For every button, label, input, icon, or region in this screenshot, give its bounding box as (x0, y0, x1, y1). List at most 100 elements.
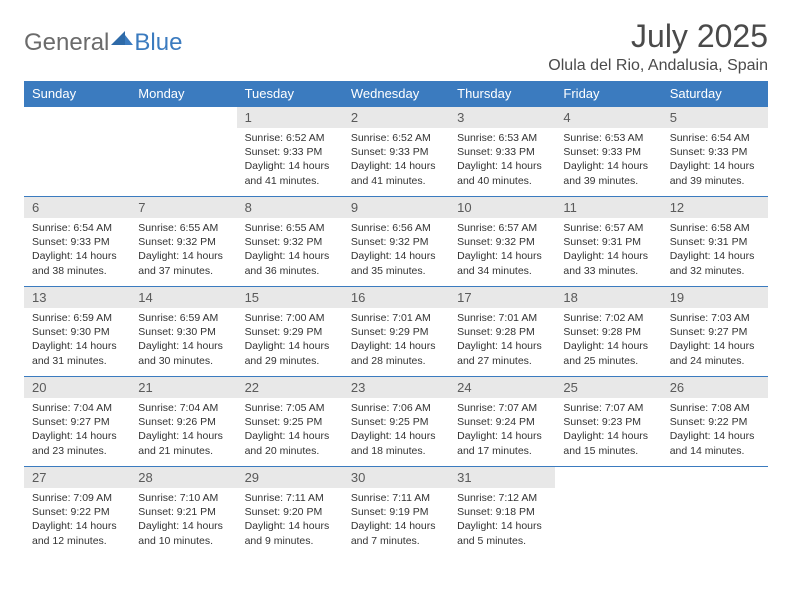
sunset-text: Sunset: 9:27 PM (32, 415, 122, 429)
day-number: 22 (237, 377, 343, 398)
sunrise-text: Sunrise: 7:03 AM (670, 311, 760, 325)
calendar-cell: 28Sunrise: 7:10 AMSunset: 9:21 PMDayligh… (130, 467, 236, 557)
daylight-text: Daylight: 14 hours and 15 minutes. (563, 429, 653, 457)
day-body: Sunrise: 7:04 AMSunset: 9:26 PMDaylight:… (130, 398, 236, 464)
day-body: Sunrise: 6:52 AMSunset: 9:33 PMDaylight:… (237, 128, 343, 194)
day-number: 31 (449, 467, 555, 488)
calendar-cell: 1Sunrise: 6:52 AMSunset: 9:33 PMDaylight… (237, 107, 343, 197)
calendar-cell: 12Sunrise: 6:58 AMSunset: 9:31 PMDayligh… (662, 197, 768, 287)
daylight-text: Daylight: 14 hours and 29 minutes. (245, 339, 335, 367)
logo: General Blue (24, 24, 182, 62)
day-body: Sunrise: 7:11 AMSunset: 9:19 PMDaylight:… (343, 488, 449, 554)
sunrise-text: Sunrise: 7:11 AM (351, 491, 441, 505)
daylight-text: Daylight: 14 hours and 35 minutes. (351, 249, 441, 277)
calendar-cell: 13Sunrise: 6:59 AMSunset: 9:30 PMDayligh… (24, 287, 130, 377)
calendar-cell: 20Sunrise: 7:04 AMSunset: 9:27 PMDayligh… (24, 377, 130, 467)
weekday-header: Saturday (662, 81, 768, 107)
sunset-text: Sunset: 9:30 PM (138, 325, 228, 339)
daylight-text: Daylight: 14 hours and 17 minutes. (457, 429, 547, 457)
calendar-week: 1Sunrise: 6:52 AMSunset: 9:33 PMDaylight… (24, 107, 768, 197)
calendar-cell: 15Sunrise: 7:00 AMSunset: 9:29 PMDayligh… (237, 287, 343, 377)
day-number: 25 (555, 377, 661, 398)
sunset-text: Sunset: 9:26 PM (138, 415, 228, 429)
daylight-text: Daylight: 14 hours and 39 minutes. (670, 159, 760, 187)
daylight-text: Daylight: 14 hours and 27 minutes. (457, 339, 547, 367)
calendar-week: 27Sunrise: 7:09 AMSunset: 9:22 PMDayligh… (24, 467, 768, 557)
day-body: Sunrise: 6:54 AMSunset: 9:33 PMDaylight:… (662, 128, 768, 194)
calendar-cell: 14Sunrise: 6:59 AMSunset: 9:30 PMDayligh… (130, 287, 236, 377)
sunset-text: Sunset: 9:33 PM (351, 145, 441, 159)
daylight-text: Daylight: 14 hours and 21 minutes. (138, 429, 228, 457)
page: General Blue July 2025 Olula del Rio, An… (0, 0, 792, 575)
daylight-text: Daylight: 14 hours and 39 minutes. (563, 159, 653, 187)
sunrise-text: Sunrise: 6:54 AM (670, 131, 760, 145)
day-number: 21 (130, 377, 236, 398)
logo-word1: General (24, 29, 109, 57)
weekday-header: Monday (130, 81, 236, 107)
calendar-cell: 25Sunrise: 7:07 AMSunset: 9:23 PMDayligh… (555, 377, 661, 467)
sunrise-text: Sunrise: 7:11 AM (245, 491, 335, 505)
day-number: 17 (449, 287, 555, 308)
day-number: 12 (662, 197, 768, 218)
sunrise-text: Sunrise: 6:52 AM (245, 131, 335, 145)
sunset-text: Sunset: 9:32 PM (138, 235, 228, 249)
day-number: 23 (343, 377, 449, 398)
day-number: 1 (237, 107, 343, 128)
sunrise-text: Sunrise: 7:12 AM (457, 491, 547, 505)
sunset-text: Sunset: 9:24 PM (457, 415, 547, 429)
sunset-text: Sunset: 9:18 PM (457, 505, 547, 519)
day-number: 26 (662, 377, 768, 398)
weekday-header: Wednesday (343, 81, 449, 107)
day-body: Sunrise: 7:00 AMSunset: 9:29 PMDaylight:… (237, 308, 343, 374)
month-title: July 2025 (548, 18, 768, 55)
sunset-text: Sunset: 9:32 PM (457, 235, 547, 249)
day-number: 9 (343, 197, 449, 218)
calendar-cell: 2Sunrise: 6:52 AMSunset: 9:33 PMDaylight… (343, 107, 449, 197)
daylight-text: Daylight: 14 hours and 28 minutes. (351, 339, 441, 367)
calendar-cell: 30Sunrise: 7:11 AMSunset: 9:19 PMDayligh… (343, 467, 449, 557)
day-number: 5 (662, 107, 768, 128)
day-body: Sunrise: 6:59 AMSunset: 9:30 PMDaylight:… (24, 308, 130, 374)
daylight-text: Daylight: 14 hours and 5 minutes. (457, 519, 547, 547)
sunset-text: Sunset: 9:33 PM (245, 145, 335, 159)
calendar-cell: 27Sunrise: 7:09 AMSunset: 9:22 PMDayligh… (24, 467, 130, 557)
day-number: 16 (343, 287, 449, 308)
day-body: Sunrise: 7:05 AMSunset: 9:25 PMDaylight:… (237, 398, 343, 464)
sunrise-text: Sunrise: 6:58 AM (670, 221, 760, 235)
day-body: Sunrise: 7:09 AMSunset: 9:22 PMDaylight:… (24, 488, 130, 554)
calendar-cell: 23Sunrise: 7:06 AMSunset: 9:25 PMDayligh… (343, 377, 449, 467)
calendar-cell: 17Sunrise: 7:01 AMSunset: 9:28 PMDayligh… (449, 287, 555, 377)
sunrise-text: Sunrise: 6:54 AM (32, 221, 122, 235)
sunrise-text: Sunrise: 7:04 AM (138, 401, 228, 415)
day-number: 30 (343, 467, 449, 488)
day-body: Sunrise: 7:12 AMSunset: 9:18 PMDaylight:… (449, 488, 555, 554)
sunset-text: Sunset: 9:32 PM (245, 235, 335, 249)
calendar-cell: 7Sunrise: 6:55 AMSunset: 9:32 PMDaylight… (130, 197, 236, 287)
calendar-cell: 3Sunrise: 6:53 AMSunset: 9:33 PMDaylight… (449, 107, 555, 197)
sunrise-text: Sunrise: 6:57 AM (563, 221, 653, 235)
sunset-text: Sunset: 9:20 PM (245, 505, 335, 519)
day-number: 4 (555, 107, 661, 128)
sunset-text: Sunset: 9:27 PM (670, 325, 760, 339)
calendar-cell: 10Sunrise: 6:57 AMSunset: 9:32 PMDayligh… (449, 197, 555, 287)
daylight-text: Daylight: 14 hours and 36 minutes. (245, 249, 335, 277)
sunrise-text: Sunrise: 6:52 AM (351, 131, 441, 145)
sunset-text: Sunset: 9:28 PM (563, 325, 653, 339)
sunset-text: Sunset: 9:31 PM (563, 235, 653, 249)
calendar-cell: 16Sunrise: 7:01 AMSunset: 9:29 PMDayligh… (343, 287, 449, 377)
day-number: 19 (662, 287, 768, 308)
daylight-text: Daylight: 14 hours and 38 minutes. (32, 249, 122, 277)
sunset-text: Sunset: 9:33 PM (32, 235, 122, 249)
day-body: Sunrise: 6:58 AMSunset: 9:31 PMDaylight:… (662, 218, 768, 284)
sunset-text: Sunset: 9:33 PM (670, 145, 760, 159)
weekday-header: Thursday (449, 81, 555, 107)
day-body: Sunrise: 7:01 AMSunset: 9:28 PMDaylight:… (449, 308, 555, 374)
day-body: Sunrise: 7:02 AMSunset: 9:28 PMDaylight:… (555, 308, 661, 374)
calendar-cell: 6Sunrise: 6:54 AMSunset: 9:33 PMDaylight… (24, 197, 130, 287)
weekday-row: SundayMondayTuesdayWednesdayThursdayFrid… (24, 81, 768, 107)
sunset-text: Sunset: 9:21 PM (138, 505, 228, 519)
day-body: Sunrise: 7:08 AMSunset: 9:22 PMDaylight:… (662, 398, 768, 464)
calendar-cell (662, 467, 768, 557)
day-body: Sunrise: 6:56 AMSunset: 9:32 PMDaylight:… (343, 218, 449, 284)
sunrise-text: Sunrise: 6:53 AM (563, 131, 653, 145)
